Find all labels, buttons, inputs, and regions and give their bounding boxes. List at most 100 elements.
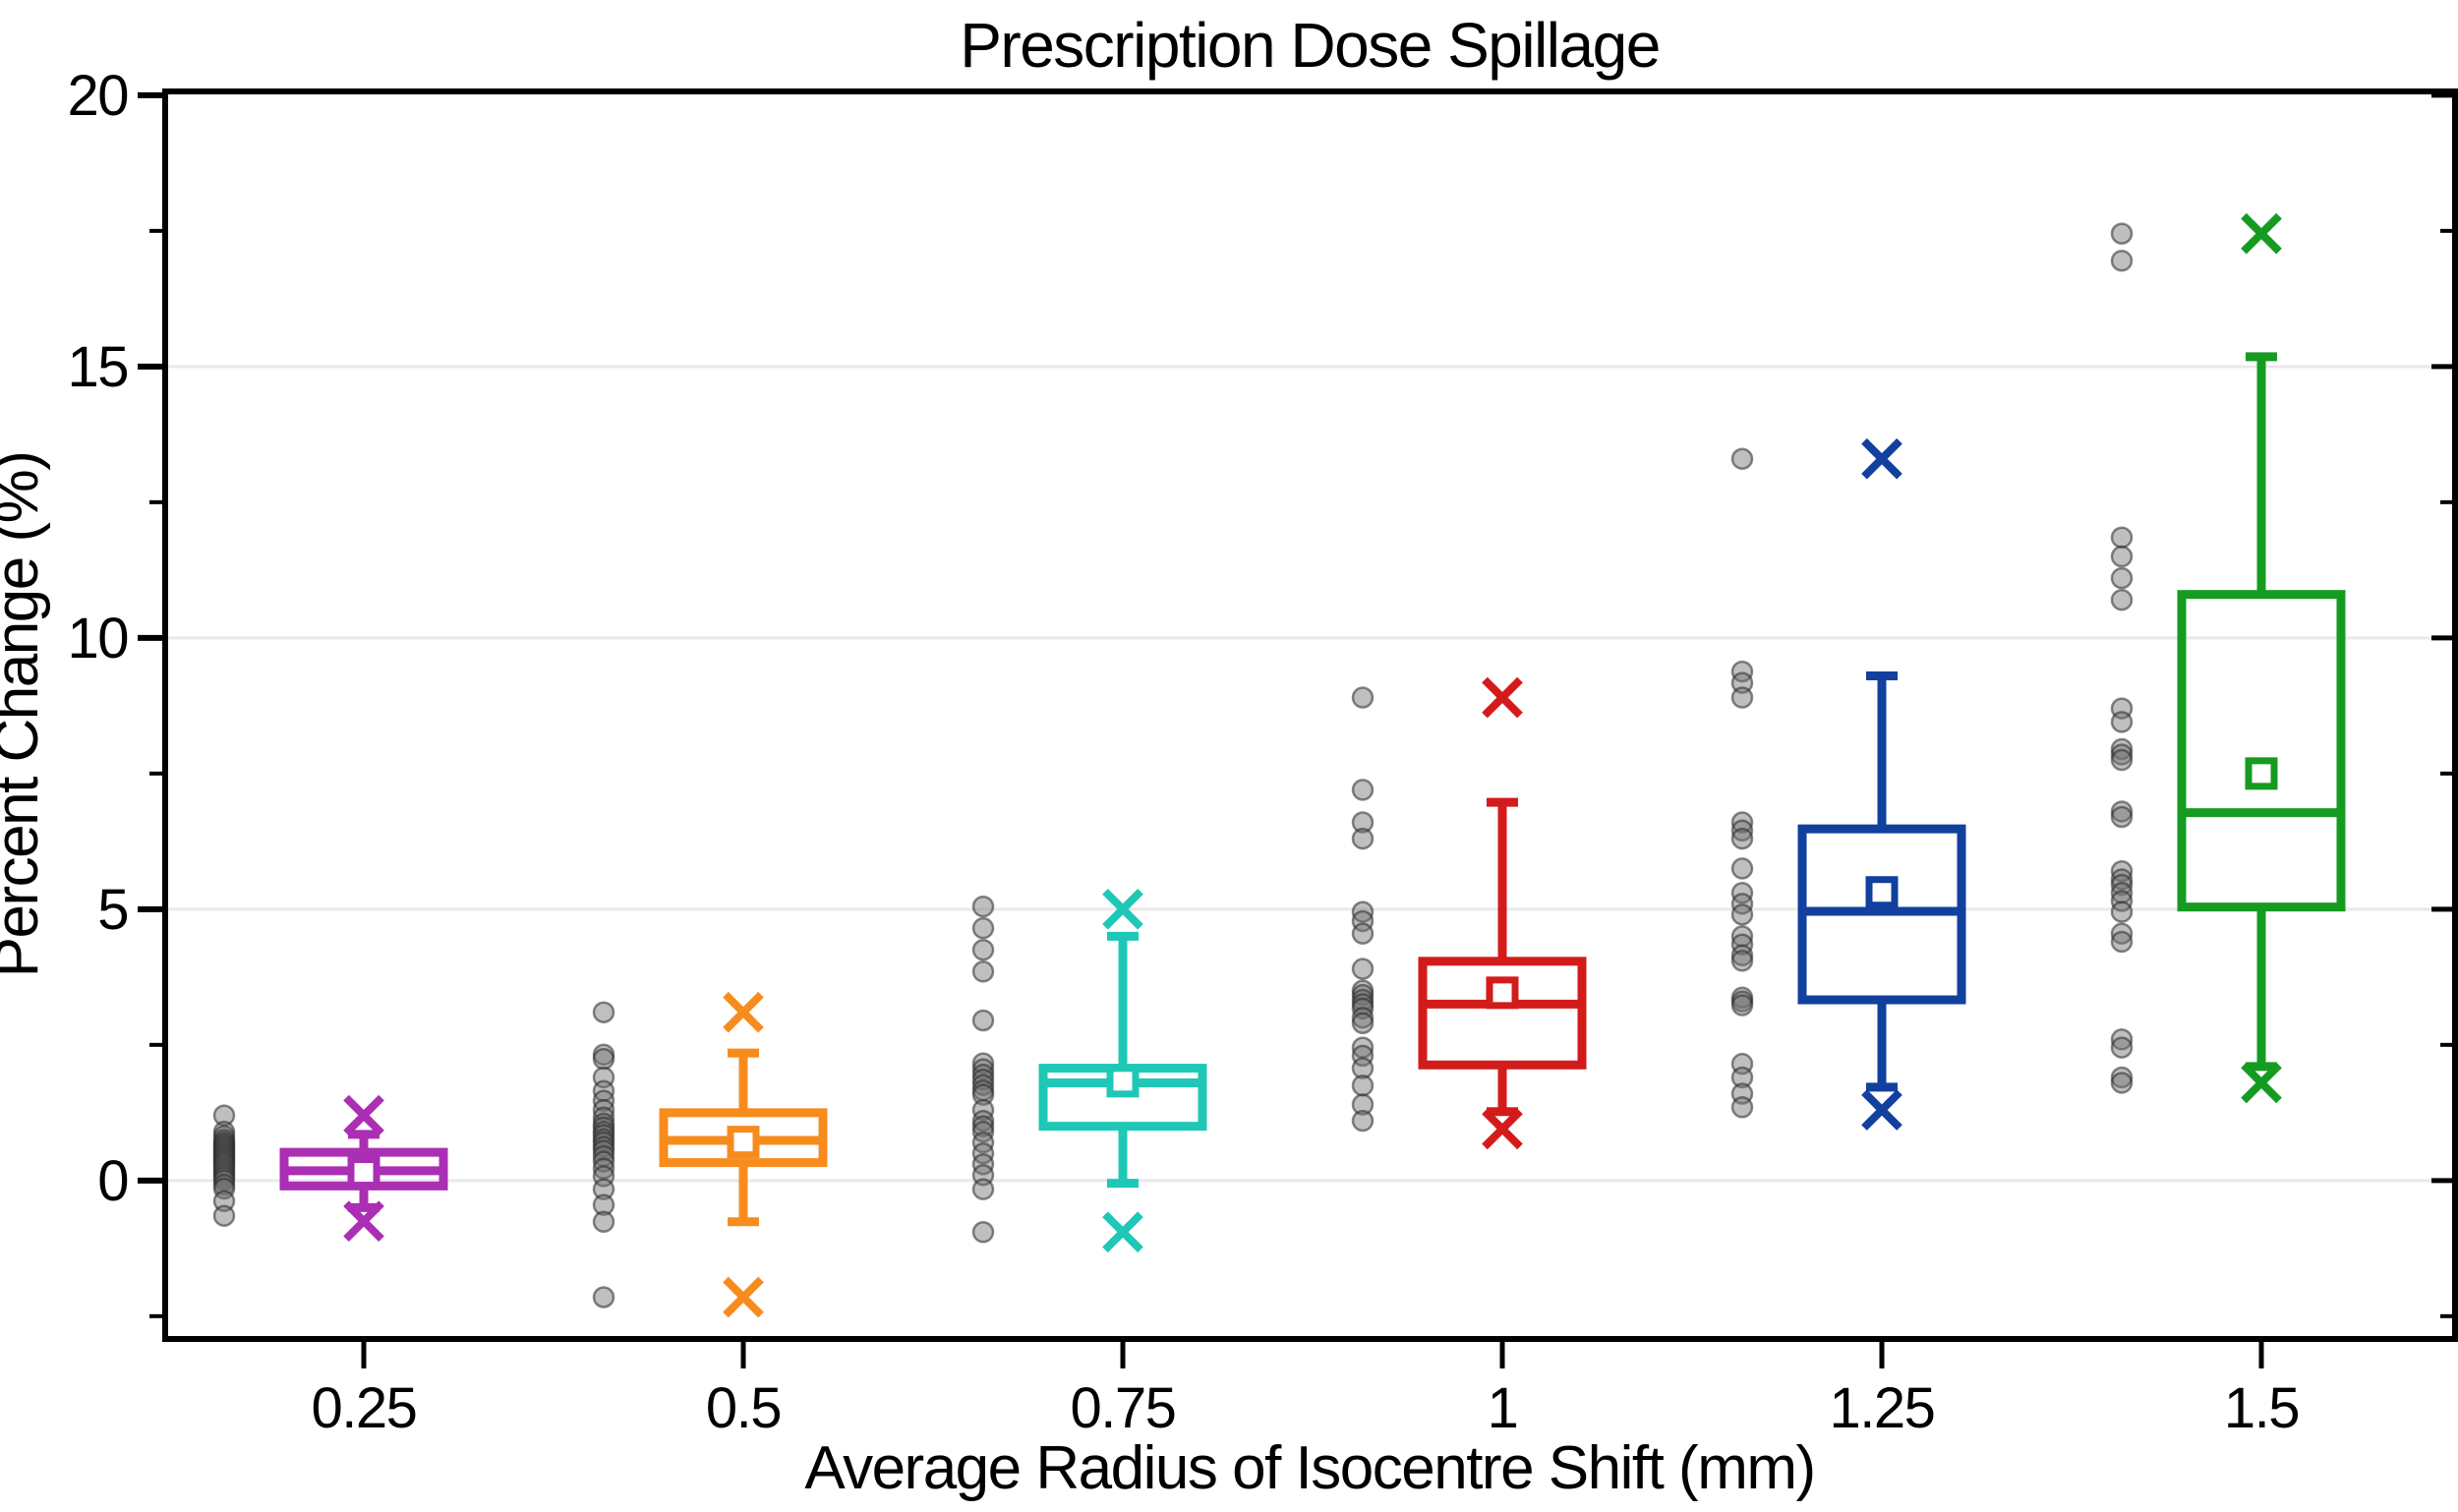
scatter-point [971,1083,995,1106]
scatter-point [2110,901,2134,923]
x-tick-label: 0.5 [706,1376,781,1440]
y-tick-label: 10 [67,607,128,670]
scatter-point [971,895,995,918]
y-tick-label: 0 [97,1149,128,1213]
scatter-point [1730,660,1754,683]
scatter-point [2110,805,2134,829]
scatter-point [1351,958,1375,980]
scatter-point [1730,903,1754,926]
scatter-point [1730,994,1754,1017]
scatter-column [592,1001,615,1308]
mean-marker [727,1126,760,1159]
scatter-point [971,960,995,983]
scatter-point [2110,711,2134,733]
axes-layer: 0 5 10 15 20 0.25 0.5 0.75 1 1.25 1.5 [67,64,2458,1440]
mean-marker [1106,1065,1140,1098]
scatter-point [592,1286,615,1308]
scatter-point [2110,526,2134,549]
scatter-point [1351,1093,1375,1116]
scatter-point [1730,857,1754,880]
scatter-point [2110,566,2134,590]
scatter-point [592,1001,615,1023]
scatter-column [1730,447,1754,1119]
scatter-point [2110,1072,2134,1094]
scatter-point [212,1204,236,1227]
x-tick-label: 1.25 [1830,1376,1935,1440]
scatter-point [1351,1074,1375,1097]
min-x-marker [723,1276,764,1318]
min-x-marker [2241,1062,2282,1104]
scatter-point [2110,800,2134,823]
min-x-marker [1102,1211,1143,1253]
scatter-column [212,1104,236,1227]
mean-marker [1486,976,1519,1010]
scatter-point [1351,686,1375,709]
scatter-point [1730,1066,1754,1089]
scatter-point [592,1193,615,1216]
scatter-point [1730,686,1754,709]
y-tick-label: 20 [67,64,128,128]
min-x-marker [1861,1089,1902,1131]
mean-marker [2245,757,2278,790]
scatter-point [2110,545,2134,568]
scatter-point [971,938,995,961]
max-x-marker [1482,676,1523,719]
max-x-marker [723,991,764,1033]
scatter-point [1351,811,1375,834]
boxplot-group-0.75 [971,889,1207,1253]
x-tick-label: 1 [1488,1376,1518,1440]
scatter-point [2110,748,2134,772]
scatter-column [2110,222,2134,1094]
scatter-point [592,1210,615,1234]
x-tick-label: 0.25 [312,1376,417,1440]
boxplot-group-1.5 [2110,212,2346,1104]
scatter-point [1730,811,1754,834]
boxplot-group-0.5 [592,991,828,1318]
scatter-point [1730,447,1754,470]
chart-title: Prescription Dose Spillage [960,10,1660,81]
scatter-point [971,1052,995,1075]
scatter-point [1730,819,1754,843]
scatter-point [592,1178,615,1200]
scatter-point [592,1047,615,1071]
scatter-point [2110,922,2134,945]
plot-frame [162,88,2458,1342]
scatter-point [1351,827,1375,850]
mean-marker [1865,876,1899,909]
gridlines-layer [165,365,2455,1183]
scatter-point [2110,1036,2134,1059]
y-tick-label: 5 [97,878,128,942]
scatter-point [1730,1096,1754,1119]
scatter-point [2110,588,2134,611]
iqr-box [2177,590,2346,912]
scatter-point [2110,873,2134,897]
scatter-point [2110,249,2134,272]
scatter-point [2110,1028,2134,1051]
scatter-point [1351,1057,1375,1079]
scatter-point [971,916,995,940]
max-x-marker [343,1094,384,1136]
boxplot-group-1 [1351,676,1587,1150]
scatter-point [971,1009,995,1032]
boxplot-group-0.25 [212,1094,448,1243]
mean-marker [347,1156,380,1190]
y-axis-label: Percent Change (%) [0,452,51,978]
x-tick-label: 0.75 [1071,1376,1176,1440]
iqr-box [1418,957,1587,1070]
scatter-point [1351,779,1375,801]
scatter-point [1351,1012,1375,1034]
boxplot-group-1.25 [1730,437,1966,1131]
x-axis-label: Average Radius of Isocentre Shift (mm) [804,1434,1814,1502]
max-x-marker [1102,889,1143,930]
min-x-marker [1482,1108,1523,1150]
scatter-column [971,895,995,1244]
scatter-point [2110,743,2134,766]
scatter-point [2110,930,2134,954]
scatter-column [1351,686,1375,1133]
series-layer [212,212,2346,1318]
scatter-point [1730,944,1754,967]
scatter-point [971,1221,995,1244]
scatter-point [1730,827,1754,850]
